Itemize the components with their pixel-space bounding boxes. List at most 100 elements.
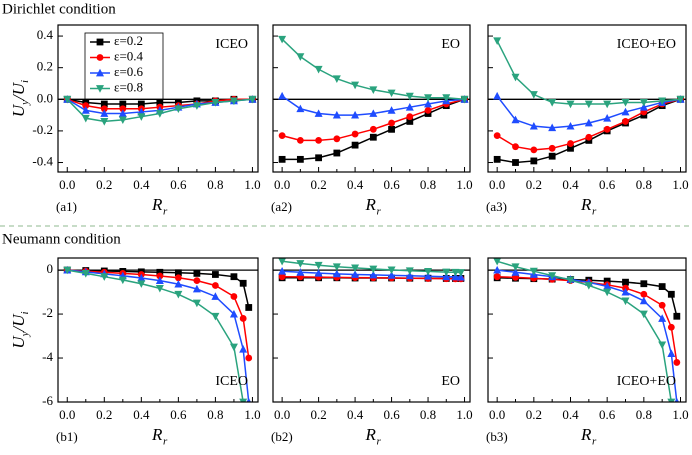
marker: [406, 118, 414, 125]
marker: [567, 144, 574, 152]
marker: [676, 95, 685, 104]
y-tick-label: 0.2: [37, 59, 53, 74]
x-tick-label: 1.0: [672, 407, 688, 422]
marker: [493, 132, 501, 140]
marker: [622, 278, 629, 286]
plot-area: [278, 258, 465, 283]
axes-frame: [57, 24, 259, 173]
x-tick-label: 1.0: [456, 177, 472, 192]
marker: [332, 269, 341, 278]
marker: [512, 159, 519, 166]
marker: [424, 272, 433, 280]
marker: [548, 99, 557, 107]
marker: [174, 290, 183, 299]
marker: [314, 268, 323, 277]
marker: [315, 154, 323, 162]
marker: [640, 280, 648, 288]
marker: [424, 106, 432, 114]
marker: [369, 109, 378, 117]
y-tick-label: 0.4: [37, 27, 54, 42]
x-tick-label: 0.4: [562, 177, 579, 192]
marker: [239, 279, 247, 287]
x-tick-label: 0.6: [170, 407, 187, 422]
marker: [315, 136, 323, 144]
y-axis-label-part: i: [19, 311, 31, 314]
marker: [621, 99, 630, 107]
marker: [548, 152, 556, 160]
marker: [387, 266, 396, 275]
marker: [566, 100, 575, 109]
marker: [296, 260, 305, 268]
marker: [493, 91, 502, 100]
marker: [278, 35, 287, 44]
x-tick-label: 0.4: [133, 177, 150, 192]
marker: [278, 155, 286, 163]
marker: [405, 102, 414, 111]
x-tick-label: 0.4: [133, 407, 150, 422]
marker: [530, 146, 538, 154]
marker: [388, 125, 395, 133]
marker: [603, 114, 612, 122]
marker: [119, 105, 127, 113]
marker: [230, 273, 238, 281]
plot-area: [493, 37, 685, 166]
marker: [603, 125, 611, 133]
marker: [511, 263, 520, 271]
y-tick-label: 0.0: [37, 90, 53, 105]
marker: [296, 136, 304, 144]
marker: [456, 269, 465, 277]
x-axis-label: R: [151, 195, 163, 214]
marker: [296, 268, 305, 276]
x-tick-label: 0.2: [310, 407, 326, 422]
marker: [460, 95, 469, 104]
y-tick-label: -0.4: [32, 154, 53, 169]
marker: [667, 323, 675, 331]
marker: [63, 266, 72, 275]
panel-label: (b2): [271, 429, 293, 444]
x-axis-label: R: [580, 195, 592, 214]
marker: [192, 102, 201, 110]
plot-area: [63, 95, 257, 126]
marker: [156, 272, 164, 280]
marker: [567, 140, 574, 147]
marker: [193, 269, 201, 277]
axes-frame: [487, 257, 687, 403]
axes-frame: [272, 257, 471, 403]
marker: [529, 91, 538, 99]
x-axis-label: R: [151, 425, 163, 444]
marker: [230, 293, 238, 300]
marker: [442, 272, 451, 281]
marker: [674, 397, 680, 402]
x-tick-label: 0.2: [526, 407, 542, 422]
marker: [369, 86, 378, 95]
x-tick-label: 0.6: [383, 407, 400, 422]
marker: [100, 118, 109, 126]
marker: [667, 349, 676, 358]
marker: [246, 397, 251, 402]
marker: [351, 110, 360, 119]
x-axis-label-sub: r: [377, 206, 382, 218]
marker: [530, 157, 538, 165]
marker: [451, 272, 460, 281]
marker: [511, 268, 520, 276]
marker: [603, 100, 612, 109]
marker: [621, 297, 630, 306]
marker: [229, 309, 238, 318]
y-axis-label-part: U: [9, 335, 28, 349]
marker: [296, 104, 305, 113]
marker: [405, 271, 414, 280]
x-axis-label: R: [580, 425, 592, 444]
marker: [278, 258, 287, 266]
marker: [278, 91, 287, 100]
marker: [511, 115, 520, 124]
marker: [82, 102, 90, 110]
x-tick-label: 0.8: [420, 407, 436, 422]
annotation: ICEO: [215, 37, 248, 52]
marker: [96, 54, 104, 61]
marker: [239, 345, 248, 353]
marker: [584, 118, 593, 127]
x-tick-label: 1.0: [456, 407, 472, 422]
x-axis-label-sub: r: [377, 436, 382, 448]
marker: [174, 279, 183, 288]
legend-label: ε=0.6: [114, 64, 144, 79]
